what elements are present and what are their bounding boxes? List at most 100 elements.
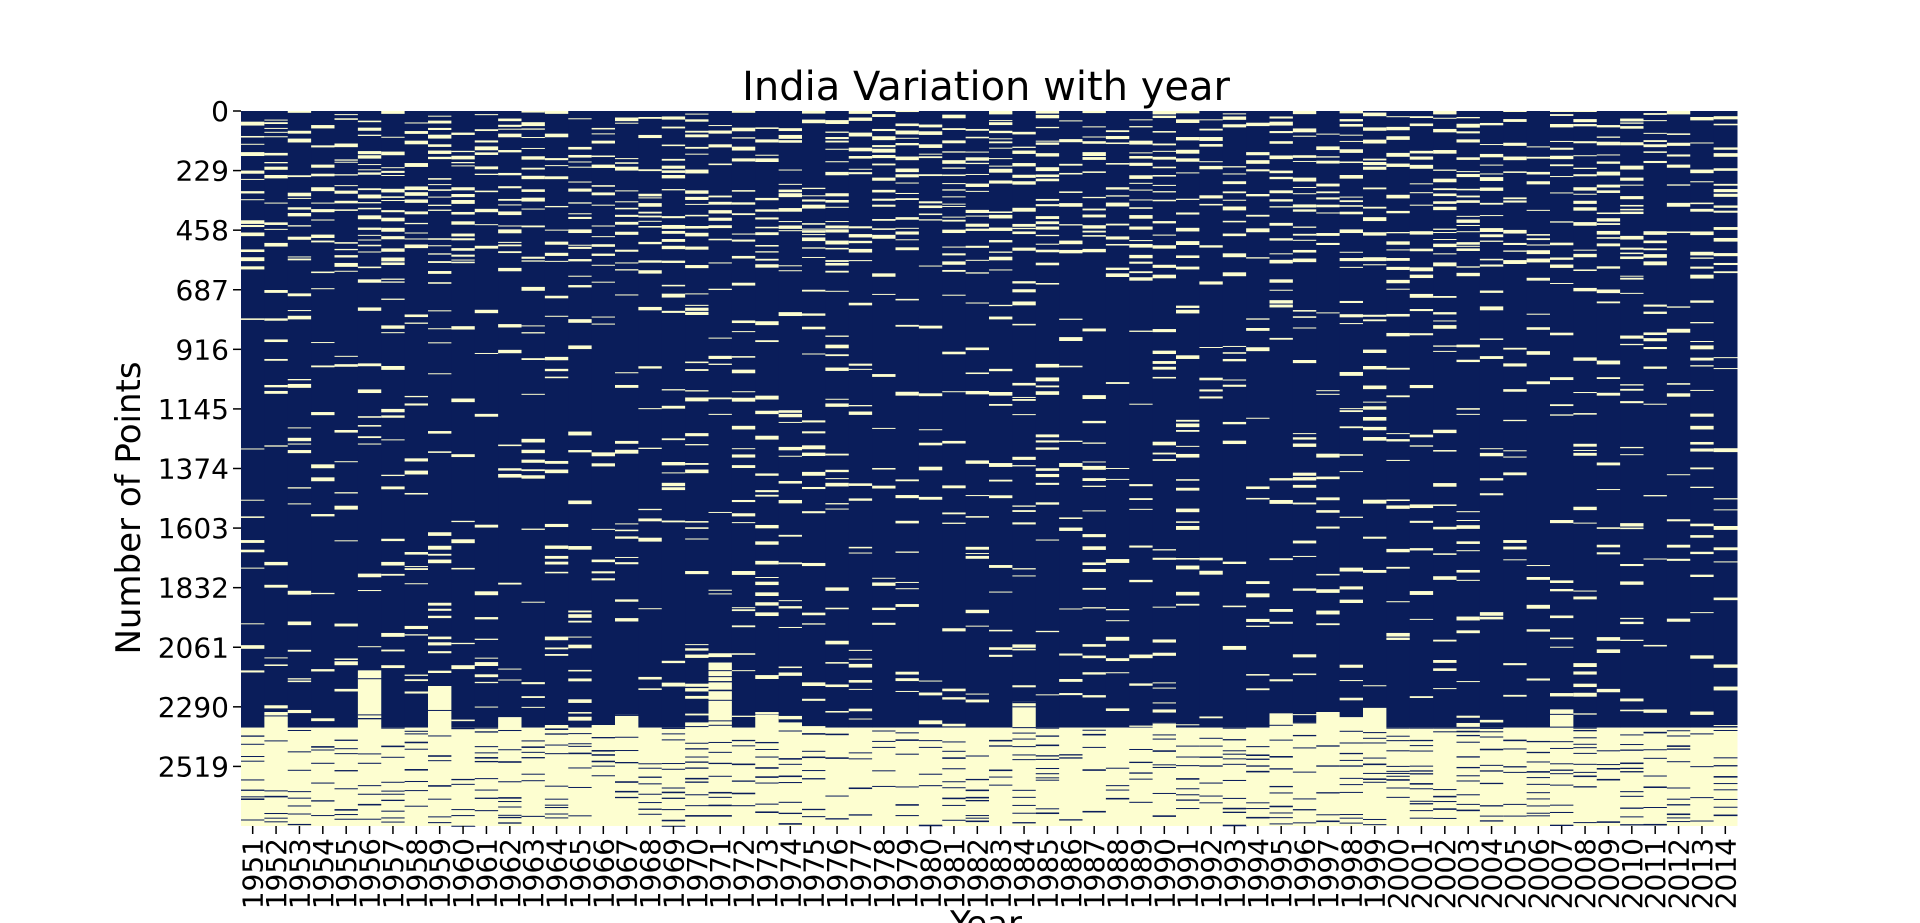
heatmap-missing-stripe: [1176, 479, 1200, 481]
heatmap-missing-stripe: [848, 663, 873, 668]
heatmap-filled-stripe: [1690, 766, 1715, 768]
heatmap-filled-stripe: [1035, 727, 1060, 729]
heatmap-filled-stripe: [661, 727, 686, 729]
heatmap-missing-stripe: [1596, 212, 1621, 215]
heatmap-missing-stripe: [1363, 127, 1387, 131]
x-tick-label: 1999: [1359, 838, 1392, 909]
heatmap-missing-stripe: [334, 270, 359, 272]
heatmap-missing-stripe: [825, 607, 850, 610]
heatmap-missing-stripe: [1082, 534, 1107, 538]
heatmap-missing-stripe: [1386, 499, 1411, 502]
heatmap-missing-stripe: [942, 160, 967, 164]
heatmap-missing-stripe: [1503, 171, 1528, 173]
heatmap-missing-stripe: [1433, 239, 1457, 241]
heatmap-filled-stripe: [334, 739, 359, 741]
heatmap-missing-stripe: [1479, 240, 1504, 242]
heatmap-filled-stripe: [1035, 812, 1060, 815]
heatmap-filled-stripe: [1035, 767, 1060, 770]
heatmap-missing-stripe: [544, 647, 569, 650]
heatmap-filled-stripe: [1550, 763, 1574, 765]
heatmap-missing-stripe: [568, 546, 593, 550]
heatmap-missing-stripe: [825, 508, 850, 510]
heatmap-filled-stripe: [1222, 779, 1247, 781]
heatmap-missing-stripe: [1690, 574, 1715, 577]
heatmap-missing-stripe: [1176, 453, 1200, 458]
heatmap-missing-stripe: [685, 196, 709, 200]
heatmap-missing-stripe: [848, 111, 873, 114]
heatmap-filled-stripe: [1269, 756, 1294, 758]
x-tick-label: 1992: [1195, 838, 1228, 909]
heatmap-missing-stripe: [1433, 243, 1457, 248]
heatmap-missing-stripe: [1620, 384, 1644, 386]
heatmap-missing-stripe: [1550, 615, 1574, 619]
heatmap-missing-stripe: [848, 172, 873, 175]
heatmap-filled-stripe: [1409, 745, 1434, 747]
heatmap-missing-stripe: [428, 261, 452, 263]
heatmap-missing-stripe: [731, 369, 756, 374]
heatmap-filled-stripe: [1456, 741, 1481, 743]
heatmap-missing-stripe: [1176, 137, 1200, 141]
x-tick-label: 1996: [1289, 838, 1322, 909]
heatmap-missing-stripe: [638, 270, 663, 274]
heatmap-missing-stripe: [1526, 565, 1551, 567]
heatmap-missing-stripe: [1386, 279, 1411, 284]
heatmap-missing-stripe: [942, 351, 967, 355]
heatmap-missing-stripe: [1573, 155, 1598, 157]
heatmap-missing-stripe: [334, 355, 359, 357]
heatmap-missing-stripe: [1713, 498, 1738, 500]
heatmap-missing-block: [918, 727, 943, 826]
heatmap-missing-stripe: [1526, 238, 1551, 241]
heatmap-filled-stripe: [1292, 798, 1317, 800]
heatmap-filled-stripe: [1269, 817, 1294, 819]
heatmap-missing-stripe: [1690, 231, 1715, 236]
heatmap-missing-stripe: [965, 693, 990, 695]
heatmap-filled-stripe: [241, 819, 265, 821]
heatmap-missing-stripe: [1479, 306, 1504, 311]
heatmap-missing-stripe: [825, 247, 850, 250]
heatmap-missing-stripe: [451, 150, 476, 153]
heatmap-filled-stripe: [872, 770, 896, 772]
heatmap-missing-stripe: [1012, 174, 1037, 178]
heatmap-missing-stripe: [1456, 616, 1481, 621]
heatmap-filled-stripe: [872, 785, 896, 787]
heatmap-filled-stripe: [1363, 742, 1387, 744]
x-tick-label: 2000: [1382, 838, 1415, 909]
heatmap-missing-stripe: [311, 240, 335, 243]
heatmap-missing-stripe: [638, 220, 663, 222]
heatmap-missing-stripe: [615, 201, 639, 203]
heatmap-missing-stripe: [685, 688, 709, 692]
heatmap-missing-stripe: [498, 229, 522, 234]
heatmap-missing-stripe: [544, 205, 569, 208]
heatmap-missing-stripe: [1643, 338, 1668, 342]
heatmap-missing-stripe: [615, 231, 639, 235]
heatmap-missing-stripe: [1152, 111, 1177, 115]
heatmap-missing-stripe: [241, 540, 265, 543]
heatmap-missing-stripe: [311, 202, 335, 204]
heatmap-missing-stripe: [685, 654, 709, 658]
heatmap-missing-stripe: [1690, 655, 1715, 659]
heatmap-missing-stripe: [1222, 645, 1247, 650]
heatmap-missing-stripe: [989, 122, 1013, 126]
heatmap-missing-stripe: [895, 123, 920, 127]
heatmap-filled-stripe: [1666, 821, 1691, 823]
heatmap-missing-stripe: [1363, 161, 1387, 166]
heatmap-missing-stripe: [731, 127, 756, 132]
heatmap-missing-stripe: [942, 216, 967, 218]
heatmap-missing-stripe: [381, 262, 406, 266]
heatmap-missing-stripe: [1316, 610, 1341, 615]
heatmap-missing-block: [1105, 727, 1130, 826]
heatmap-filled-stripe: [1713, 789, 1738, 791]
heatmap-missing-stripe: [1176, 603, 1200, 606]
heatmap-missing-stripe: [708, 593, 733, 595]
heatmap-missing-stripe: [802, 353, 826, 355]
heatmap-filled-stripe: [1269, 812, 1294, 814]
heatmap-missing-stripe: [1035, 694, 1060, 696]
heatmap-missing-stripe: [1713, 509, 1738, 511]
heatmap-missing-stripe: [802, 612, 826, 616]
heatmap-filled-stripe: [1573, 752, 1598, 754]
heatmap-missing-stripe: [942, 261, 967, 265]
heatmap-missing-stripe: [1690, 322, 1715, 324]
heatmap-missing-stripe: [1713, 205, 1738, 208]
heatmap-missing-stripe: [1526, 146, 1551, 148]
heatmap-missing-stripe: [1596, 637, 1621, 641]
